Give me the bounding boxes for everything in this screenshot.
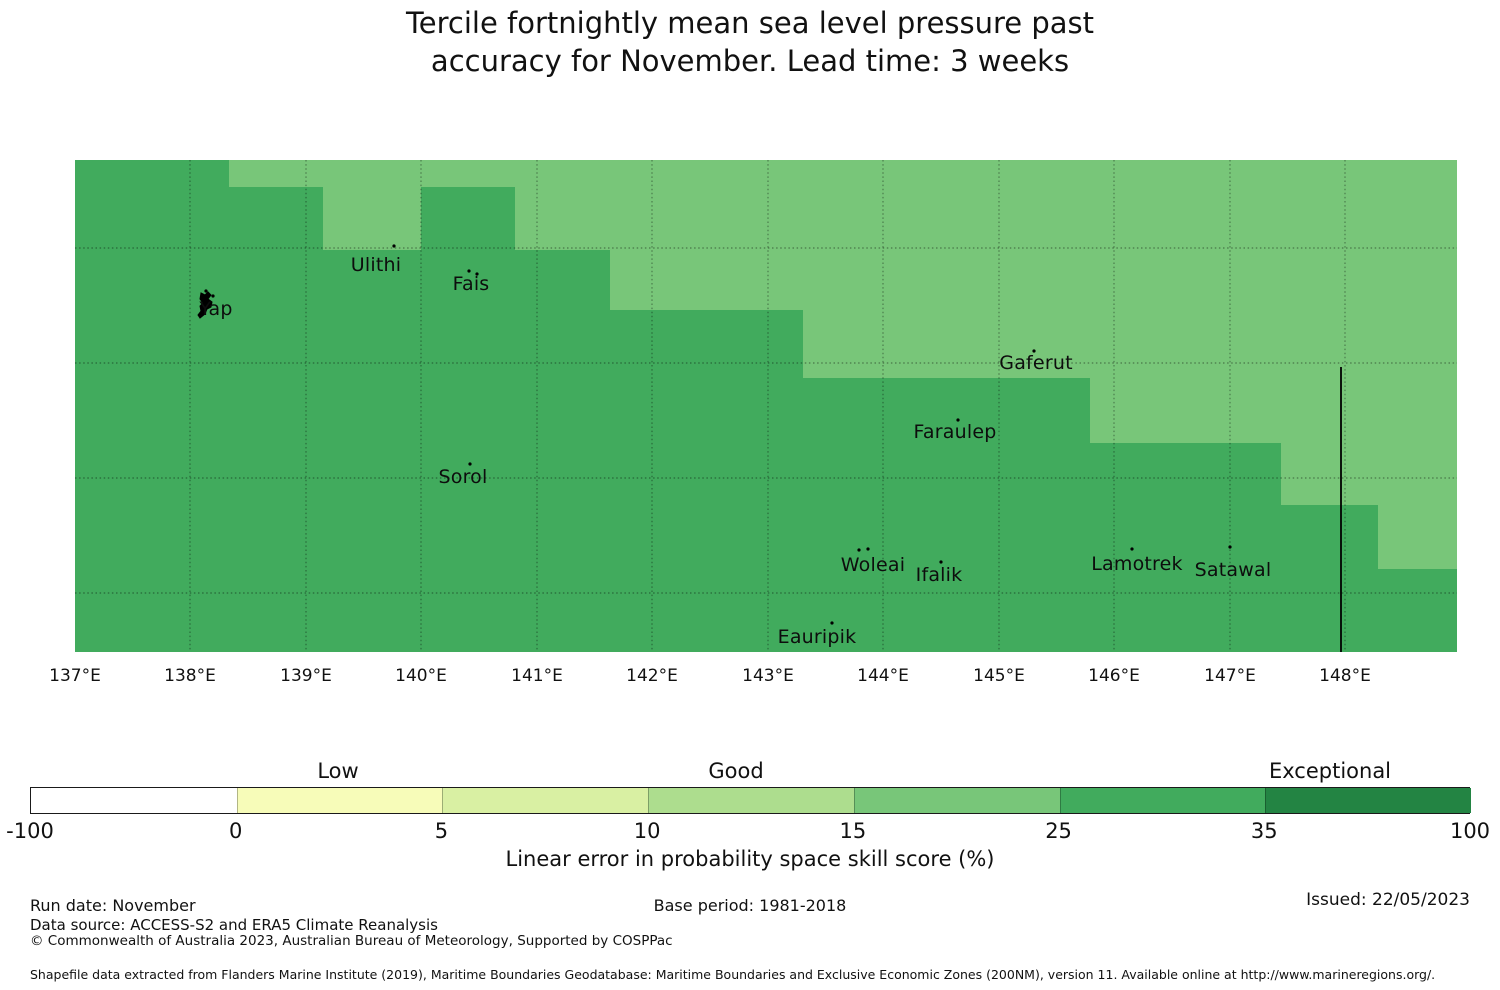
island-dot [857,548,861,552]
island-label-ulithi: Ulithi [350,254,402,276]
chart-title-line2: accuracy for November. Lead time: 3 week… [430,44,1070,78]
x-tick-label: 139°E [280,666,332,686]
colorbar-tick-label: 100 [1449,819,1491,843]
x-tick-label: 143°E [742,666,794,686]
skill-region-25-35 [75,160,1457,652]
island-dot [467,269,471,273]
colorbar-category-exceptional: Exceptional [1268,759,1392,783]
yap-island-outline [197,291,213,319]
colorbar-tick-label: 0 [229,819,243,843]
colorbar-segment-1 [236,788,443,813]
colorbar-tick-label: -100 [6,819,54,843]
colorbar-segment-0 [31,788,237,813]
island-dot [392,244,396,248]
colorbar-tick-label: 5 [434,819,449,843]
colorbar-tick-label: 35 [1250,819,1278,843]
colorbar [30,787,1471,814]
island-dot [1228,545,1232,549]
island-label-fais: Fais [452,273,490,295]
x-tick-label: 142°E [626,666,678,686]
island-label-ifalik: Ifalik [915,564,963,586]
island-markers [204,244,1232,625]
island-dot [939,560,943,564]
chart-title-line1: Tercile fortnightly mean sea level press… [405,6,1095,40]
colorbar-tick-label: 10 [633,819,661,843]
island-label-gaferut: Gaferut [999,352,1073,374]
colorbar-segment-3 [648,788,854,813]
x-tick-label: 145°E [973,666,1025,686]
island-label-woleai: Woleai [840,554,906,576]
x-tick-label: 146°E [1088,666,1140,686]
issued-date-text: Issued: 22/05/2023 [1306,890,1470,910]
graticule-gridlines [75,160,1457,652]
colorbar-tick-label: 25 [1045,819,1072,843]
run-date-text: Run date: November [30,896,196,915]
island-label-sorol: Sorol [438,466,488,488]
colorbar-segment-6 [1265,788,1471,813]
colorbar-axis-label: Linear error in probability space skill … [505,847,995,871]
colorbar-segment-4 [853,788,1060,813]
island-label-lamotrek: Lamotrek [1091,553,1183,575]
island-dot [1032,349,1036,353]
skill-map [75,160,1457,652]
island-label-yap: Yap [199,298,233,320]
chart-title: Tercile fortnightly mean sea level press… [0,4,1500,80]
island-label-faraulep: Faraulep [913,421,997,443]
island-dot [211,294,215,298]
island-dot [830,621,834,625]
colorbar-category-good: Good [708,759,764,783]
island-dot [956,418,960,422]
skill-cell-fais [421,187,515,250]
x-tick-label: 148°E [1319,666,1371,686]
base-period-text: Base period: 1981-2018 [653,896,847,915]
colorbar-segment-2 [442,788,649,813]
copyright-text: © Commonwealth of Australia 2023, Austra… [30,933,673,949]
x-tick-label: 140°E [395,666,447,686]
shapefile-attribution-text: Shapefile data extracted from Flanders M… [30,967,1436,982]
island-dot [468,462,472,466]
colorbar-segment-5 [1059,788,1266,813]
island-dot [1130,547,1134,551]
colorbar-category-low: Low [317,759,359,783]
island-label-satawal: Satawal [1194,559,1272,581]
x-tick-label: 147°E [1204,666,1256,686]
x-tick-label: 137°E [49,666,101,686]
island-label-eauripik: Eauripik [777,626,857,648]
island-dot [475,272,479,276]
x-tick-label: 138°E [164,666,216,686]
x-tick-label: 144°E [857,666,909,686]
colorbar-tick-label: 15 [839,819,867,843]
island-dot [866,547,870,551]
data-source-text: Data source: ACCESS-S2 and ERA5 Climate … [30,916,438,934]
island-dot [204,289,208,293]
x-tick-label: 141°E [511,666,563,686]
